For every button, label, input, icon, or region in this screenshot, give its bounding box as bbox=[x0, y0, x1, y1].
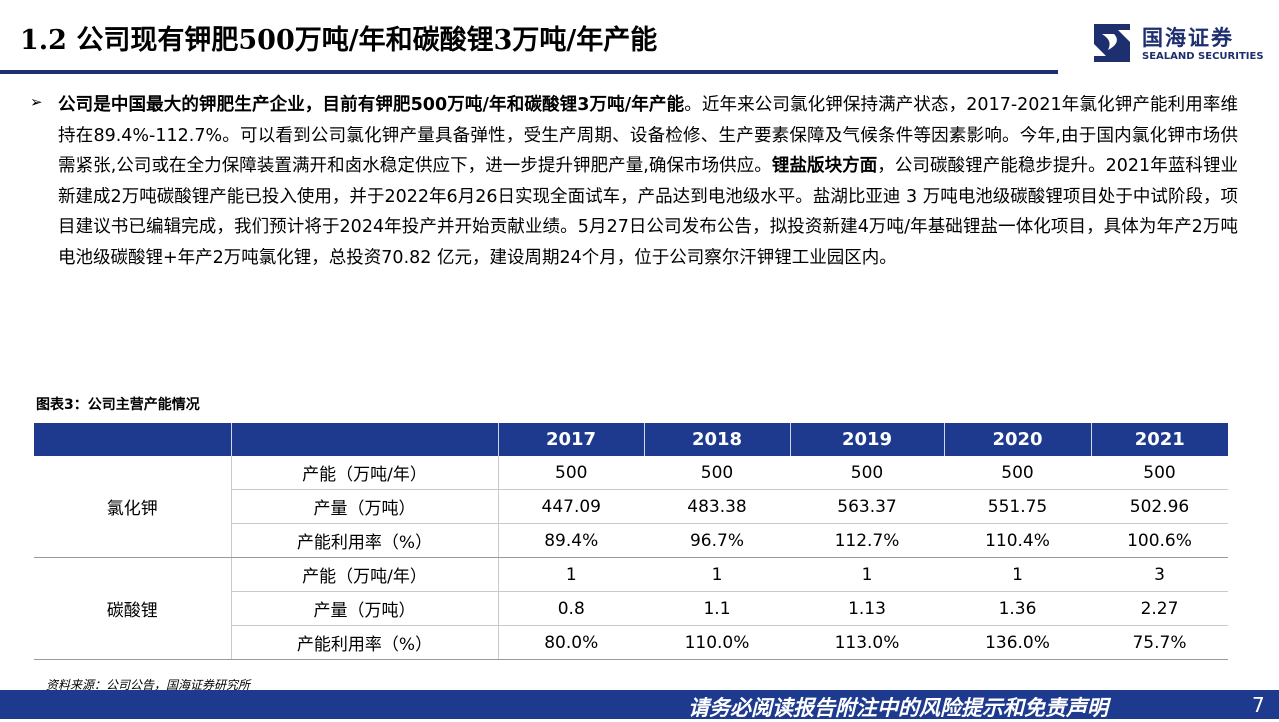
table-cell: 1 bbox=[498, 557, 644, 592]
body-text-1: 。近年来公司氯化钾保持满产状态，2017-2021年氯化钾产能利用率维持在89.… bbox=[58, 95, 1238, 176]
header-year: 2019 bbox=[790, 423, 945, 456]
lead-statement: 公司是中国最大的钾肥生产企业，目前有钾肥500万吨/年和碳酸锂3万吨/年产能 bbox=[58, 95, 685, 115]
table-cell: 563.37 bbox=[790, 489, 944, 524]
lithium-heading: 锂盐版块方面 bbox=[771, 156, 878, 176]
table-cell: 500 bbox=[790, 456, 944, 490]
group-label: 碳酸锂 bbox=[34, 557, 232, 660]
capacity-table: 2017 2018 2019 2020 2021 氯化钾 产能（万吨/年） 50… bbox=[34, 423, 1228, 660]
bullet-icon: ➢ bbox=[30, 93, 43, 111]
table-row: 产能利用率（%） 80.0% 110.0% 113.0% 136.0% 75.7… bbox=[34, 625, 1228, 660]
table-cell: 500 bbox=[944, 456, 1091, 490]
header-year: 2018 bbox=[644, 423, 791, 456]
disclaimer-text: 请务必阅读报告附注中的风险提示和免责声明 bbox=[688, 696, 1108, 720]
metric-label: 产能（万吨/年） bbox=[231, 456, 499, 490]
metric-label: 产能利用率（%） bbox=[231, 523, 499, 558]
table-cell: 483.38 bbox=[644, 489, 790, 524]
table-cell: 447.09 bbox=[498, 489, 644, 524]
page-number: 7 bbox=[1252, 693, 1265, 717]
table-cell: 1.13 bbox=[790, 591, 944, 626]
metric-label: 产能（万吨/年） bbox=[231, 557, 499, 592]
table-caption: 图表3：公司主营产能情况 bbox=[36, 397, 200, 413]
header-year: 2017 bbox=[498, 423, 645, 456]
header-year: 2020 bbox=[944, 423, 1092, 456]
table-row: 碳酸锂 产能（万吨/年） 1 1 1 1 3 bbox=[34, 557, 1228, 660]
table-cell: 500 bbox=[1091, 456, 1228, 490]
table-cell: 113.0% bbox=[790, 625, 944, 660]
table-header-row: 2017 2018 2019 2020 2021 bbox=[34, 423, 1228, 456]
table-row: 产能利用率（%） 89.4% 96.7% 112.7% 110.4% 100.6… bbox=[34, 523, 1228, 558]
sealand-logo-icon bbox=[1094, 24, 1130, 62]
page-title: 1.2 公司现有钾肥500万吨/年和碳酸锂3万吨/年产能 bbox=[20, 25, 658, 56]
table-cell: 110.4% bbox=[944, 523, 1091, 558]
table-cell: 1 bbox=[790, 557, 944, 592]
header-year: 2021 bbox=[1091, 423, 1228, 456]
metric-label: 产能利用率（%） bbox=[231, 625, 499, 660]
company-logo: 国海证券 SEALAND SECURITIES bbox=[1090, 20, 1270, 68]
table-cell: 100.6% bbox=[1091, 523, 1228, 558]
group-label: 氯化钾 bbox=[34, 456, 232, 558]
header-blank bbox=[34, 423, 232, 456]
table-cell: 112.7% bbox=[790, 523, 944, 558]
metric-label: 产量（万吨） bbox=[231, 489, 499, 524]
table-cell: 500 bbox=[498, 456, 644, 490]
footer-bar: 请务必阅读报告附注中的风险提示和免责声明 7 bbox=[0, 690, 1279, 720]
table-cell: 75.7% bbox=[1091, 625, 1228, 660]
table-cell: 551.75 bbox=[944, 489, 1091, 524]
table-cell: 1 bbox=[944, 557, 1091, 592]
table-row: 产量（万吨） 0.8 1.1 1.13 1.36 2.27 bbox=[34, 591, 1228, 626]
table-cell: 1.1 bbox=[644, 591, 790, 626]
table-row: 氯化钾 产能（万吨/年） 500 500 500 500 500 bbox=[34, 456, 1228, 558]
source-note: 资料来源：公司公告，国海证券研究所 bbox=[46, 678, 251, 692]
table-cell: 2.27 bbox=[1091, 591, 1228, 626]
table-cell: 89.4% bbox=[498, 523, 644, 558]
table-cell: 136.0% bbox=[944, 625, 1091, 660]
table-cell: 96.7% bbox=[644, 523, 790, 558]
table-cell: 502.96 bbox=[1091, 489, 1228, 524]
logo-en-text: SEALAND SECURITIES bbox=[1142, 51, 1264, 62]
header-rule bbox=[0, 70, 1058, 74]
table-cell: 1.36 bbox=[944, 591, 1091, 626]
table-cell: 80.0% bbox=[498, 625, 644, 660]
table-cell: 3 bbox=[1091, 557, 1228, 592]
table-cell: 110.0% bbox=[644, 625, 790, 660]
table-cell: 500 bbox=[644, 456, 790, 490]
metric-label: 产量（万吨） bbox=[231, 591, 499, 626]
table-cell: 1 bbox=[644, 557, 790, 592]
body-paragraph: 公司是中国最大的钾肥生产企业，目前有钾肥500万吨/年和碳酸锂3万吨/年产能。近… bbox=[58, 90, 1238, 273]
table-cell: 0.8 bbox=[498, 591, 644, 626]
table-row: 产量（万吨） 447.09 483.38 563.37 551.75 502.9… bbox=[34, 489, 1228, 524]
body-text-2: ，公司碳酸锂产能稳步提升。2021年蓝科锂业新建成2万吨碳酸锂产能已投入使用，并… bbox=[58, 156, 1239, 268]
logo-cn-text: 国海证券 bbox=[1142, 26, 1234, 50]
header-blank-metric bbox=[231, 423, 499, 456]
